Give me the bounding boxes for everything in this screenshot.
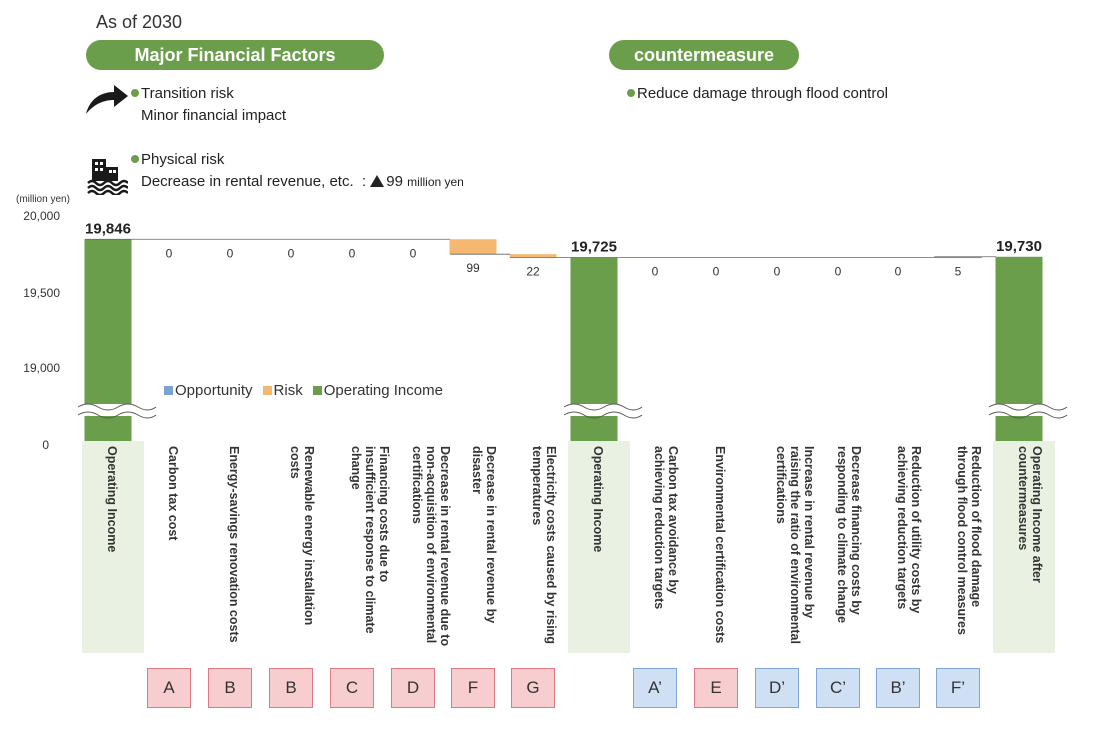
category-label: Decrease financing costs by responding t… bbox=[835, 446, 863, 624]
axis-break-line bbox=[563, 411, 643, 419]
category-label: Decrease in rental revenue by disaster bbox=[470, 446, 498, 624]
category-label: Renewable energy installation costs bbox=[288, 446, 316, 626]
step-value-label: 0 bbox=[227, 246, 234, 260]
category-label: Energy-savings renovation costs bbox=[227, 446, 241, 643]
factor-code-box: C’ bbox=[816, 668, 860, 708]
axis-break-line bbox=[77, 411, 157, 419]
category-label: Carbon tax avoidance by achieving reduct… bbox=[652, 446, 680, 610]
factor-code-box: D’ bbox=[755, 668, 799, 708]
category-label: Reduction of flood damage through flood … bbox=[955, 446, 983, 635]
step-value-label: 0 bbox=[349, 246, 356, 260]
axis-break-line bbox=[988, 411, 1068, 419]
legend-opportunity: Opportunity bbox=[164, 382, 253, 399]
legend-swatch-risk bbox=[262, 385, 272, 395]
y-tick-label: 20,000 bbox=[23, 209, 60, 223]
step-value-label: 0 bbox=[774, 265, 781, 279]
category-label: Environmental certification costs bbox=[713, 446, 727, 644]
axis-break-line bbox=[563, 403, 643, 411]
category-label: Operating Income bbox=[591, 446, 605, 553]
factor-code-box: B’ bbox=[876, 668, 920, 708]
factor-code-box: A bbox=[147, 668, 191, 708]
physical-risk-title: Physical risk bbox=[131, 151, 224, 168]
factor-code-box: G bbox=[511, 668, 555, 708]
category-label: Operating Income bbox=[105, 446, 119, 553]
bullet-dot-icon bbox=[131, 89, 139, 98]
factor-code-box: C bbox=[330, 668, 374, 708]
y-unit-label: (million yen) bbox=[16, 194, 70, 205]
category-label: Increase in rental revenue by raising th… bbox=[774, 446, 816, 644]
countermeasure-header: countermeasure bbox=[609, 40, 799, 70]
step-value-label: 0 bbox=[835, 265, 842, 279]
legend-operating-income: Operating Income bbox=[312, 382, 443, 399]
countermeasure-item: Reduce damage through flood control bbox=[627, 85, 888, 102]
step-value-label: 0 bbox=[713, 265, 720, 279]
total-category-background bbox=[82, 441, 144, 653]
step-value-label: 0 bbox=[895, 265, 902, 279]
step-value-label: 5 bbox=[955, 265, 962, 279]
y-tick-label: 19,000 bbox=[23, 361, 60, 375]
step-value-label: 0 bbox=[652, 265, 659, 279]
as-of-label: As of 2030 bbox=[96, 12, 183, 32]
bullet-dot-icon bbox=[131, 155, 139, 164]
major-financial-factors-header: Major Financial Factors bbox=[86, 40, 384, 70]
legend-swatch-operating-income bbox=[312, 385, 322, 395]
total-category-background bbox=[568, 441, 630, 653]
flooded-building-icon bbox=[87, 159, 128, 195]
factor-code-box: B bbox=[208, 668, 252, 708]
step-value-label: 99 bbox=[466, 261, 480, 275]
total-value-label: 19,846 bbox=[85, 220, 131, 237]
decrease-triangle-icon bbox=[370, 175, 385, 187]
risk-bar bbox=[509, 254, 557, 258]
step-value-label: 22 bbox=[526, 265, 540, 279]
factor-code-box: F bbox=[451, 668, 495, 708]
y-tick-label: 0 bbox=[42, 438, 49, 452]
step-value-label: 0 bbox=[288, 246, 295, 260]
total-value-label: 19,730 bbox=[996, 238, 1042, 255]
factor-code-box: A’ bbox=[633, 668, 677, 708]
step-value-label: 0 bbox=[166, 246, 173, 260]
chart-legend: Opportunity Risk Operating Income bbox=[160, 382, 447, 399]
axis-break-line bbox=[988, 403, 1068, 411]
factor-code-box: F’ bbox=[936, 668, 980, 708]
transition-risk-title: Transition risk bbox=[131, 85, 234, 102]
y-tick-label: 19,500 bbox=[23, 286, 60, 300]
risk-bar bbox=[449, 239, 497, 255]
category-label: Electricity costs caused by rising tempe… bbox=[530, 446, 558, 644]
axis-break-line bbox=[77, 403, 157, 411]
category-label: Operating Income after countermeasures bbox=[1016, 446, 1044, 583]
legend-swatch-opportunity bbox=[164, 385, 173, 395]
transition-risk-detail: Minor financial impact bbox=[141, 107, 287, 124]
factor-code-box: E bbox=[694, 668, 738, 708]
step-value-label: 0 bbox=[410, 246, 417, 260]
category-label: Reduction of utility costs by achieving … bbox=[895, 446, 923, 614]
curved-arrow-icon bbox=[86, 85, 128, 114]
bullet-dot-icon bbox=[627, 89, 635, 98]
factor-code-box: D bbox=[391, 668, 435, 708]
total-value-label: 19,725 bbox=[571, 239, 617, 256]
legend-risk: Risk bbox=[262, 382, 303, 399]
category-label: Financing costs due to insufficient resp… bbox=[349, 446, 391, 634]
total-category-background bbox=[993, 441, 1055, 653]
category-label: Carbon tax cost bbox=[166, 446, 180, 541]
physical-risk-detail: Decrease in rental revenue, etc. : 99 mi… bbox=[141, 173, 464, 190]
factor-code-box: B bbox=[269, 668, 313, 708]
category-label: Decrease in rental revenue due to non-ac… bbox=[410, 446, 452, 647]
